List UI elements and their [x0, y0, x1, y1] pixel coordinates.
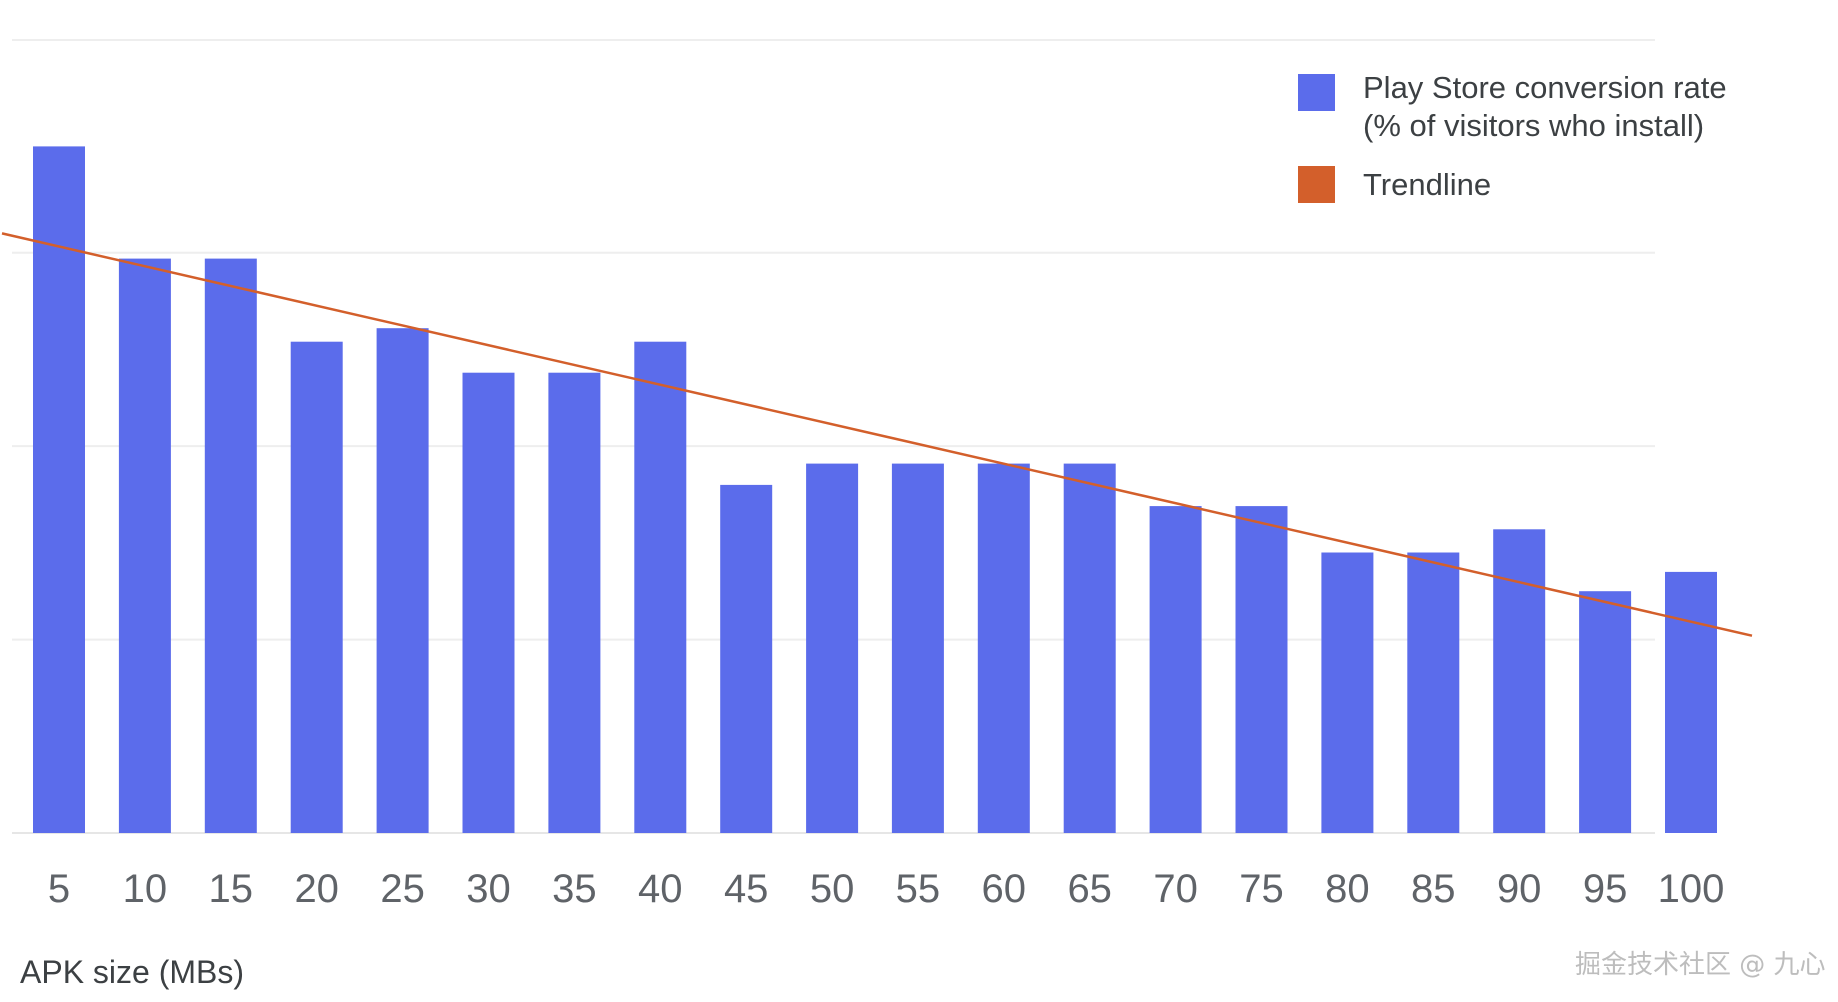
x-tick-label-70: 70 [1153, 867, 1198, 911]
x-tick-label-80: 80 [1325, 867, 1370, 911]
x-tick-label-100: 100 [1658, 867, 1725, 911]
x-tick-label-50: 50 [810, 867, 855, 911]
x-tick-label-75: 75 [1239, 867, 1284, 911]
bar-60 [977, 463, 1030, 833]
bar-95 [1579, 591, 1632, 833]
bar-45 [720, 484, 773, 833]
bar-85 [1407, 552, 1460, 833]
bar-30 [462, 372, 515, 833]
watermark-text: 掘金技术社区 @ 九心 [1575, 950, 1826, 980]
x-axis-ticks: 5 10 15 20 25 30 35 40 45 50 55 60 65 70 75 80 85 90 95 100 [48, 867, 1725, 911]
legend-label-conversion-rate-line2: (% of visitors who install) [1363, 108, 1704, 143]
bar-90 [1493, 529, 1546, 833]
x-tick-label-65: 65 [1067, 867, 1112, 911]
legend-label-conversion-rate-line1: Play Store conversion rate [1363, 70, 1727, 105]
bar-10 [118, 258, 171, 834]
x-tick-label-10: 10 [123, 867, 168, 911]
bar-5 [33, 146, 85, 833]
bar-75 [1235, 506, 1288, 833]
bar-series [33, 146, 1717, 834]
x-tick-label-95: 95 [1583, 867, 1628, 911]
legend-swatch-conversion-rate [1298, 74, 1335, 111]
bar-65 [1063, 463, 1116, 833]
x-tick-label-55: 55 [896, 867, 941, 911]
x-tick-label-90: 90 [1497, 867, 1542, 911]
x-tick-label-5: 5 [48, 867, 70, 911]
x-tick-label-30: 30 [466, 867, 511, 911]
bar-70 [1149, 506, 1202, 833]
bar-15 [204, 258, 257, 834]
bar-100 [1665, 571, 1717, 833]
bar-40 [634, 341, 687, 833]
bar-20 [290, 341, 343, 833]
x-tick-label-25: 25 [380, 867, 425, 911]
x-axis-title: APK size (MBs) [20, 954, 244, 990]
x-tick-label-85: 85 [1411, 867, 1456, 911]
bar-55 [891, 463, 944, 833]
x-tick-label-15: 15 [209, 867, 254, 911]
x-tick-label-60: 60 [982, 867, 1027, 911]
trendline [1, 232, 1753, 637]
x-tick-label-20: 20 [294, 867, 339, 911]
trendline-series [1, 232, 1753, 637]
gridlines [12, 39, 1655, 834]
legend-swatch-trendline [1298, 166, 1335, 203]
x-tick-label-35: 35 [552, 867, 597, 911]
x-tick-label-40: 40 [638, 867, 683, 911]
x-tick-label-45: 45 [724, 867, 769, 911]
bar-50 [806, 463, 859, 833]
bar-80 [1321, 552, 1374, 833]
bar-35 [548, 372, 601, 833]
bar-25 [376, 328, 429, 833]
legend: Play Store conversion rate (% of visitor… [1298, 70, 1727, 203]
legend-label-trendline: Trendline [1363, 167, 1491, 202]
